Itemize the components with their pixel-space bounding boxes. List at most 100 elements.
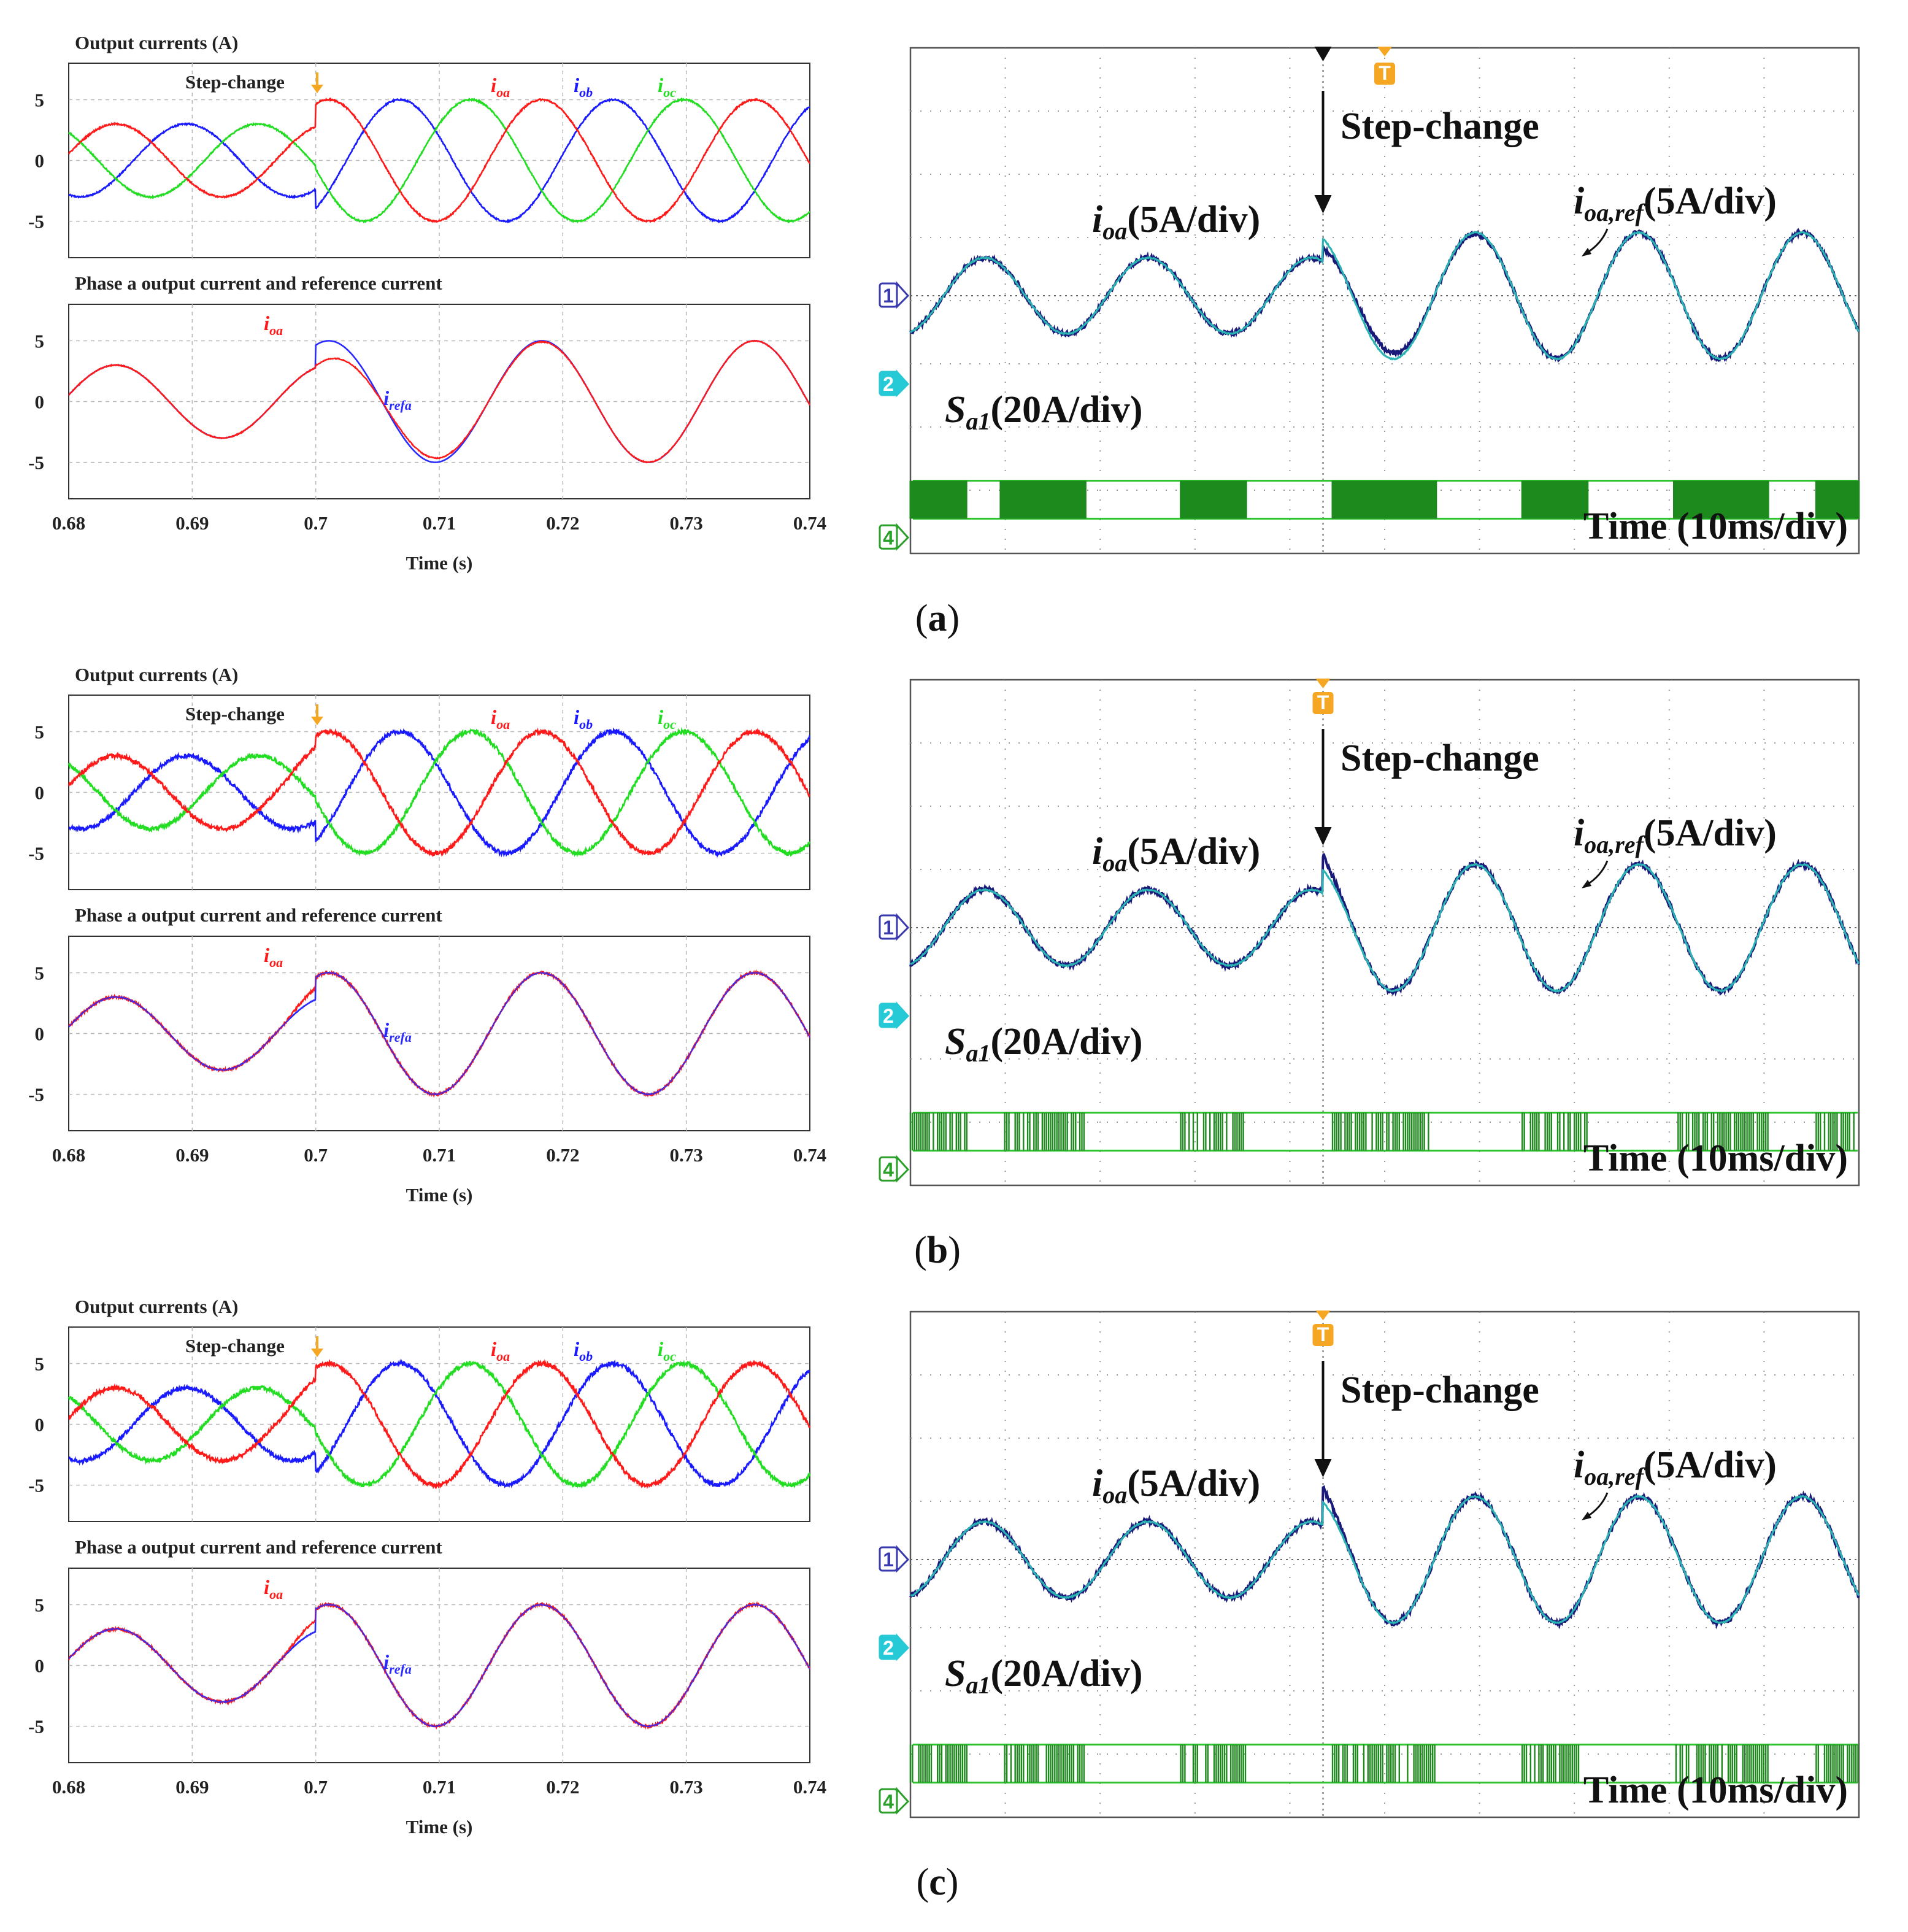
sa1-pwm-block xyxy=(1180,480,1247,519)
x-tick-label: 0.72 xyxy=(546,1144,579,1166)
scope-time-marker xyxy=(1314,47,1332,61)
label-sub: a1 xyxy=(966,1039,990,1067)
legend-label-main: i xyxy=(264,945,270,967)
x-tick-label: 0.7 xyxy=(304,1776,328,1798)
legend-label-irefa: irefa xyxy=(383,1020,412,1045)
scope-trace-sa1 xyxy=(909,480,1860,520)
label-sub: oa xyxy=(1102,217,1127,245)
channel-number: 2 xyxy=(883,1005,894,1027)
scope-trace-ioaref xyxy=(910,1495,1860,1625)
legend-label-sub: oc xyxy=(663,717,676,732)
legend-label-main: i xyxy=(658,75,664,97)
x-tick-label: 0.74 xyxy=(793,1776,826,1798)
series-line-ioc xyxy=(67,726,811,858)
x-tick-label: 0.68 xyxy=(52,1144,85,1166)
label-main: i xyxy=(1574,1444,1584,1486)
label-scale: (20A/div) xyxy=(990,1653,1142,1695)
label-main: i xyxy=(1092,199,1102,241)
scope-time-label: Time (10ms/div) xyxy=(1583,1769,1848,1811)
channel-number: 1 xyxy=(883,1549,894,1571)
y-tick-label: 0 xyxy=(35,150,45,172)
legend-label-sub: oc xyxy=(663,1349,676,1364)
legend-label-main: i xyxy=(264,1577,270,1599)
channel-pointer xyxy=(896,369,910,398)
channel-number: 4 xyxy=(883,526,894,548)
channel-pointer xyxy=(896,1633,910,1661)
scope-ioaref-label: ioa,ref(5A/div) xyxy=(1574,812,1777,858)
ioaref-pointer-head xyxy=(1582,880,1591,888)
legend-label-main: i xyxy=(264,313,270,335)
sa1-pwm-block xyxy=(1000,480,1087,519)
x-tick-label: 0.73 xyxy=(670,1144,703,1166)
step-arrow-head xyxy=(311,1349,323,1357)
ioaref-pointer-head xyxy=(1582,1512,1591,1520)
legend-label-sub: ob xyxy=(579,85,593,100)
scope-sa1-label: Sa1(20A/div) xyxy=(945,389,1142,435)
x-axis-label: Time (s) xyxy=(406,1816,473,1838)
scope-step-change-label: Step-change xyxy=(1341,737,1539,779)
x-tick-label: 0.73 xyxy=(670,512,703,534)
y-tick-label: -5 xyxy=(28,1475,44,1496)
legend-label-sub: refa xyxy=(389,1030,412,1045)
legend-label-ioc: ioc xyxy=(658,707,676,732)
caption-paren-open: ( xyxy=(917,1861,929,1903)
legend-label-sub: refa xyxy=(389,398,412,413)
scope-trace-sa1 xyxy=(909,1744,1859,1784)
legend-label-sub: oa xyxy=(496,1349,510,1364)
panel-caption: (c) xyxy=(917,1861,959,1903)
channel-1-marker: 1 xyxy=(879,1545,910,1573)
label-scale: (20A/div) xyxy=(990,1021,1142,1063)
scope-ioa-label: ioa(5A/div) xyxy=(1092,1463,1260,1509)
channel-number: 1 xyxy=(883,285,894,307)
step-change-label: Step-change xyxy=(185,703,285,725)
top-plot-title: Output currents (A) xyxy=(75,32,238,53)
channel-pointer xyxy=(896,913,910,941)
scope-step-change-label: Step-change xyxy=(1341,1369,1539,1411)
legend-label-ioa: ioa xyxy=(491,75,510,100)
legend-label-main: i xyxy=(383,388,390,410)
label-scale: (5A/div) xyxy=(1127,831,1260,872)
step-change-label: Step-change xyxy=(185,71,285,93)
label-sub: oa,ref xyxy=(1584,1463,1645,1490)
legend-label-ioa: ioa xyxy=(491,1339,510,1364)
channel-number: 1 xyxy=(883,917,894,939)
sa1-pwm-block xyxy=(1332,480,1437,519)
legend-label-main: i xyxy=(383,1020,390,1042)
x-tick-label: 0.72 xyxy=(546,512,579,534)
label-scale: (5A/div) xyxy=(1127,1463,1260,1504)
series-line-ioa xyxy=(68,1359,811,1490)
caption-paren-close: ) xyxy=(947,598,960,639)
x-tick-label: 0.7 xyxy=(304,512,328,534)
legend-label-sub: ob xyxy=(579,1349,593,1364)
channel-2-marker: 2 xyxy=(879,1001,910,1030)
trigger-label: T xyxy=(1317,691,1329,714)
y-tick-label: 5 xyxy=(35,1594,45,1615)
x-tick-label: 0.69 xyxy=(175,1776,209,1798)
trigger-badge xyxy=(1312,692,1334,714)
x-tick-label: 0.71 xyxy=(423,1776,456,1798)
x-tick-label: 0.74 xyxy=(793,512,826,534)
scope-step-change-label: Step-change xyxy=(1341,106,1539,147)
channel-pointer xyxy=(896,281,910,309)
trigger-badge xyxy=(1374,63,1395,85)
y-tick-label: 5 xyxy=(35,330,45,352)
trigger-arrow-icon xyxy=(1377,47,1392,56)
scope-sa1-label: Sa1(20A/div) xyxy=(945,1653,1142,1699)
y-tick-label: 5 xyxy=(35,1353,45,1374)
scope-ioa-label: ioa(5A/div) xyxy=(1092,199,1260,245)
channel-number: 4 xyxy=(883,1790,894,1812)
y-tick-label: -5 xyxy=(28,1084,44,1106)
legend-label-sub: ob xyxy=(579,717,593,732)
legend-label-iob: iob xyxy=(574,1339,593,1364)
label-main: i xyxy=(1092,1463,1102,1504)
channel-pointer xyxy=(896,523,910,551)
x-tick-label: 0.7 xyxy=(304,1144,328,1166)
bottom-plot-title: Phase a output current and reference cur… xyxy=(75,904,442,926)
